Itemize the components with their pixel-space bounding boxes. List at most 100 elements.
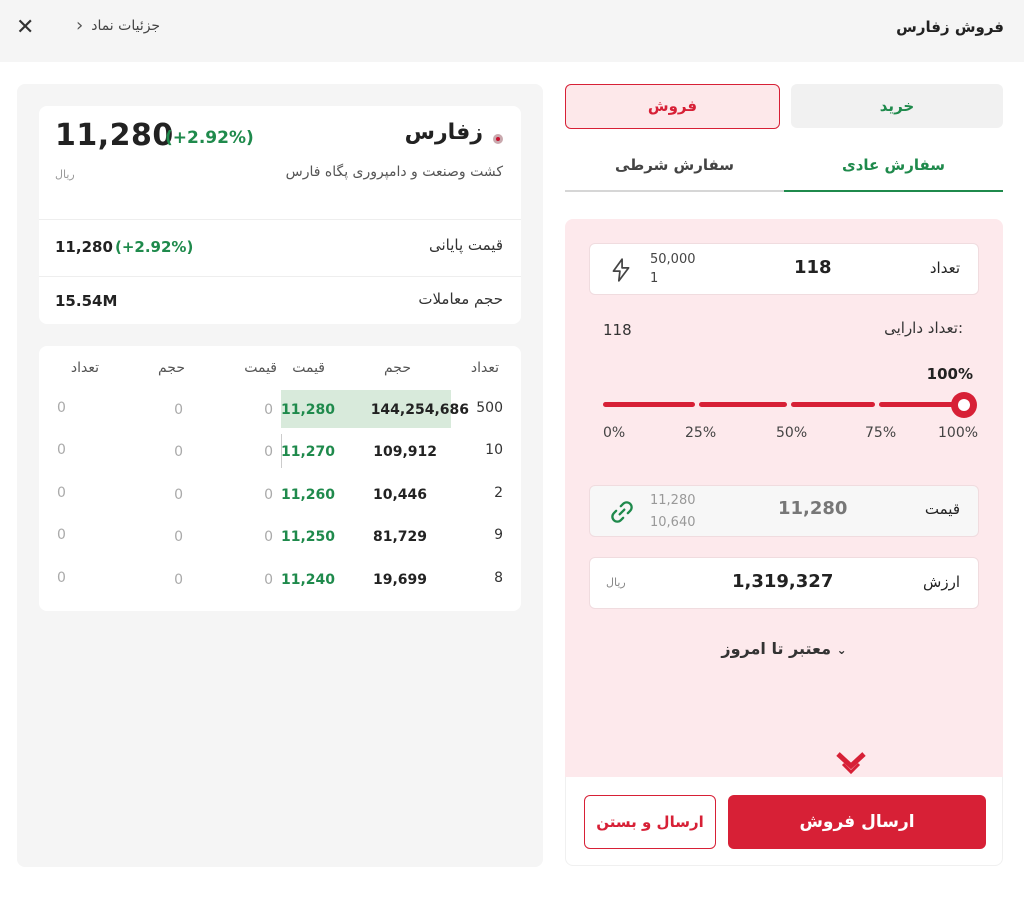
symbol-name: زفارس (404, 120, 483, 145)
quantity-min: 1 (650, 271, 659, 286)
cell-volume-sell: 0 (174, 487, 183, 503)
header-price-sell: قیمت (244, 360, 277, 376)
header-volume-sell: حجم (157, 360, 185, 376)
arrow-down-icon (836, 752, 866, 775)
slider-tick-label[interactable]: 50% (776, 425, 808, 441)
validity-label: معتبر تا امروز (721, 639, 831, 658)
quantity-label: تعداد (929, 259, 960, 277)
slider-tick-label[interactable]: 75% (865, 425, 897, 441)
price-input[interactable]: 11,280 (778, 498, 848, 519)
page-title: فروش زفارس (896, 18, 1004, 36)
order-value-field: ارزش 1,319,327 ریال (589, 557, 979, 609)
slider-tick-label[interactable]: 100% (938, 425, 979, 441)
divider (281, 434, 282, 468)
cell-volume-buy: 109,912 (373, 444, 437, 460)
quantity-field[interactable]: تعداد 118 50,000 1 (589, 243, 979, 295)
cell-price-sell: 0 (264, 487, 273, 503)
tab-conditional-order[interactable]: سفارش شرطی (565, 144, 784, 192)
slider-segment[interactable] (879, 402, 955, 407)
trade-volume-label: حجم معاملات (418, 290, 503, 308)
send-and-close-button[interactable]: ارسال و بستن (584, 795, 716, 849)
symbol-last-price: 11,280 (55, 118, 174, 153)
cell-count-buy: 2 (494, 485, 503, 501)
symbol-details-link[interactable]: جزئیات نماد ‹ (76, 15, 160, 36)
cell-volume-buy: 144,254,686 (370, 402, 469, 418)
chevron-down-icon: ⌄ (836, 643, 847, 657)
header-bar: فروش زفارس ✕ جزئیات نماد ‹ (0, 0, 1024, 62)
cell-price-buy: 11,250 (280, 529, 335, 545)
slider-handle[interactable] (951, 392, 977, 418)
cell-volume-buy: 81,729 (372, 529, 427, 545)
tab-buy[interactable]: خرید (791, 84, 1003, 128)
send-sell-button[interactable]: ارسال فروش (728, 795, 986, 849)
quantity-range: 50,000 1 (650, 250, 696, 288)
header-count-buy: تعداد (470, 360, 499, 376)
slider-segment[interactable] (603, 402, 695, 407)
tab-sell[interactable]: فروش (565, 84, 780, 129)
cell-volume-sell: 0 (174, 572, 183, 588)
currency-unit: ریال (606, 576, 626, 589)
cell-count-sell: 0 (57, 570, 66, 586)
cell-volume-sell: 0 (174, 402, 183, 418)
slider-tick-label[interactable]: 0% (603, 425, 626, 441)
bid-depth-bar (281, 390, 451, 428)
holdings-value: 118 (603, 321, 632, 339)
quantity-max: 50,000 (650, 252, 696, 267)
header-count-sell: تعداد (70, 360, 99, 376)
price-field[interactable]: قیمت 11,280 11,280 10,640 (589, 485, 979, 537)
cell-count-buy: 9 (494, 527, 503, 543)
cell-price-sell: 0 (264, 444, 273, 460)
cell-volume-sell: 0 (174, 444, 183, 460)
divider (39, 276, 521, 277)
cell-volume-sell: 0 (174, 529, 183, 545)
header-volume-buy: حجم (383, 360, 411, 376)
quantity-input[interactable]: 118 (794, 257, 832, 278)
cell-count-sell: 0 (57, 442, 66, 458)
holdings-label: تعداد دارایی: (884, 319, 963, 337)
final-price-value: 11,280 (55, 238, 113, 256)
slider-segment[interactable] (699, 402, 787, 407)
symbol-description: کشت وصنعت و دامپروری پگاه فارس (285, 164, 503, 180)
slider-segment[interactable] (791, 402, 875, 407)
cell-count-sell: 0 (57, 400, 66, 416)
final-price-change: (+2.92%) (115, 238, 194, 256)
slider-tick-label[interactable]: 25% (685, 425, 717, 441)
cell-volume-buy: 19,699 (372, 572, 427, 588)
validity-dropdown[interactable]: معتبر تا امروز ⌄ (565, 639, 1003, 658)
order-form: تعداد 118 50,000 1 تعداد دارایی: 118 100… (565, 219, 1003, 777)
lightning-icon[interactable] (608, 257, 634, 283)
cell-count-buy: 10 (485, 442, 503, 458)
symbol-info-panel: زفارس کشت وصنعت و دامپروری پگاه فارس 11,… (17, 84, 543, 867)
order-value-label: ارزش (923, 573, 960, 591)
link-icon[interactable] (608, 498, 636, 526)
header-price-buy: قیمت (292, 360, 325, 376)
cell-price-sell: 0 (264, 529, 273, 545)
order-value-amount: 1,319,327 (732, 571, 834, 592)
trade-volume-value: 15.54M (55, 292, 118, 310)
cell-price-sell: 0 (264, 572, 273, 588)
chevron-left-icon: ‹ (76, 15, 84, 36)
cell-volume-buy: 10,446 (372, 487, 427, 503)
symbol-details-label: جزئیات نماد (91, 17, 161, 34)
symbol-summary-card: زفارس کشت وصنعت و دامپروری پگاه فارس 11,… (39, 106, 521, 324)
price-lower-limit: 10,640 (650, 515, 696, 530)
price-label: قیمت (924, 500, 960, 518)
close-icon[interactable]: ✕ (16, 15, 35, 40)
cell-count-sell: 0 (57, 485, 66, 501)
cell-count-buy: 500 (476, 400, 503, 416)
symbol-logo-icon (493, 134, 503, 144)
cell-price-buy: 11,260 (280, 487, 335, 503)
cell-price-sell: 0 (264, 402, 273, 418)
cell-price-buy: 11,270 (280, 444, 335, 460)
cell-price-buy: 11,280 (280, 402, 335, 418)
price-upper-limit: 11,280 (650, 493, 696, 508)
divider (39, 219, 521, 220)
percent-value: 100% (926, 365, 973, 383)
final-price-label: قیمت پایانی (428, 236, 503, 254)
order-book: تعداد حجم قیمت قیمت حجم تعداد 500 144,25… (39, 346, 521, 611)
currency-unit: ریال (55, 168, 75, 181)
tab-normal-order[interactable]: سفارش عادی (784, 144, 1003, 192)
symbol-change-percent: (+2.92%) (165, 128, 254, 148)
cell-count-buy: 8 (494, 570, 503, 586)
price-range: 11,280 10,640 (650, 490, 696, 534)
